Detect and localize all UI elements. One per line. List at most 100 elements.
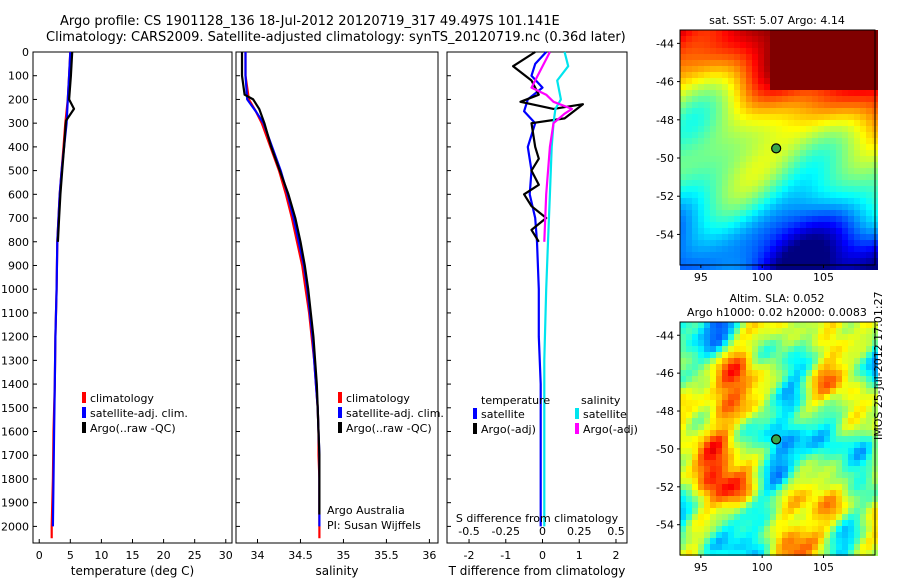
heatmap-cell (740, 60, 746, 66)
heatmap-cell (764, 222, 770, 228)
heatmap-cell (848, 84, 854, 90)
heatmap-cell (800, 460, 806, 466)
map-y-tick-label: -52 (656, 481, 674, 494)
heatmap-cell (824, 246, 830, 252)
heatmap-cell (800, 502, 806, 508)
heatmap-cell (782, 496, 788, 502)
heatmap-cell (710, 30, 716, 36)
heatmap-cell (722, 376, 728, 382)
heatmap-cell (758, 382, 764, 388)
heatmap-cell (752, 162, 758, 168)
heatmap-cell (782, 346, 788, 352)
legend-swatch (473, 423, 477, 434)
heatmap-cell (866, 520, 872, 526)
heatmap-cell (830, 418, 836, 424)
heatmap-cell (728, 264, 734, 270)
heatmap-cell (722, 550, 728, 556)
heatmap-cell (842, 430, 848, 436)
heatmap-cell (752, 198, 758, 204)
heatmap-cell (746, 138, 752, 144)
heatmap-cell (728, 424, 734, 430)
series-line-difference-1 (511, 51, 585, 243)
heatmap-cell (746, 126, 752, 132)
heatmap-cell (854, 544, 860, 550)
heatmap-cell (692, 442, 698, 448)
heatmap-cell (794, 258, 800, 264)
heatmap-cell (746, 328, 752, 334)
heatmap-cell (866, 54, 872, 60)
heatmap-cell (824, 84, 830, 90)
heatmap-cell (716, 346, 722, 352)
heatmap-cell (758, 460, 764, 466)
heatmap-cell (818, 544, 824, 550)
heatmap-cell (824, 192, 830, 198)
heatmap-cell (818, 370, 824, 376)
heatmap-cell (692, 162, 698, 168)
heatmap-cell (752, 60, 758, 66)
heatmap-cell (770, 334, 776, 340)
heatmap-cell (860, 502, 866, 508)
heatmap-cell (692, 508, 698, 514)
heatmap-cell (764, 54, 770, 60)
heatmap-cell (692, 460, 698, 466)
heatmap-cell (788, 228, 794, 234)
heatmap-cell (788, 180, 794, 186)
heatmap-cell (818, 472, 824, 478)
heatmap-cell (692, 258, 698, 264)
heatmap-cell (770, 448, 776, 454)
heatmap-cell (806, 406, 812, 412)
heatmap-cell (698, 334, 704, 340)
heatmap-cell (836, 550, 842, 556)
heatmap-cell (782, 442, 788, 448)
heatmap-cell (854, 180, 860, 186)
heatmap-cell (716, 60, 722, 66)
heatmap-cell (818, 90, 824, 96)
heatmap-cell (824, 96, 830, 102)
heatmap-cell (716, 42, 722, 48)
heatmap-cell (836, 216, 842, 222)
heatmap-cell (848, 168, 854, 174)
heatmap-cell (710, 252, 716, 258)
heatmap-cell (842, 162, 848, 168)
heatmap-cell (710, 466, 716, 472)
heatmap-cell (722, 144, 728, 150)
depth-tick-label: 400 (8, 141, 29, 154)
heatmap-cell (776, 358, 782, 364)
heatmap-cell (734, 222, 740, 228)
heatmap-cell (758, 430, 764, 436)
heatmap-cell (734, 490, 740, 496)
heatmap-cell (866, 120, 872, 126)
heatmap-cell (764, 72, 770, 78)
heatmap-cell (842, 526, 848, 532)
heatmap-cell (854, 72, 860, 78)
heatmap-cell (776, 240, 782, 246)
heatmap-cell (764, 394, 770, 400)
heatmap-cell (758, 66, 764, 72)
heatmap-cell (764, 180, 770, 186)
heatmap-cell (818, 400, 824, 406)
heatmap-cell (860, 550, 866, 556)
heatmap-cell (710, 544, 716, 550)
legend-label: satellite (481, 408, 525, 421)
heatmap-cell (836, 48, 842, 54)
heatmap-cell (770, 352, 776, 358)
heatmap-cell (842, 138, 848, 144)
heatmap-cell (734, 328, 740, 334)
heatmap-cell (764, 108, 770, 114)
heatmap-cell (746, 216, 752, 222)
heatmap-cell (800, 246, 806, 252)
heatmap-cell (698, 502, 704, 508)
heatmap-cell (854, 222, 860, 228)
x-tick-label: 10 (94, 549, 108, 562)
heatmap-cell (848, 460, 854, 466)
heatmap-cell (746, 30, 752, 36)
heatmap-cell (734, 406, 740, 412)
heatmap-cell (794, 204, 800, 210)
heatmap-cell (716, 520, 722, 526)
heatmap-cell (740, 168, 746, 174)
heatmap-cell (692, 30, 698, 36)
heatmap-cell (836, 508, 842, 514)
heatmap-cell (794, 198, 800, 204)
heatmap-cell (704, 216, 710, 222)
x-tick-label: 35 (336, 549, 350, 562)
